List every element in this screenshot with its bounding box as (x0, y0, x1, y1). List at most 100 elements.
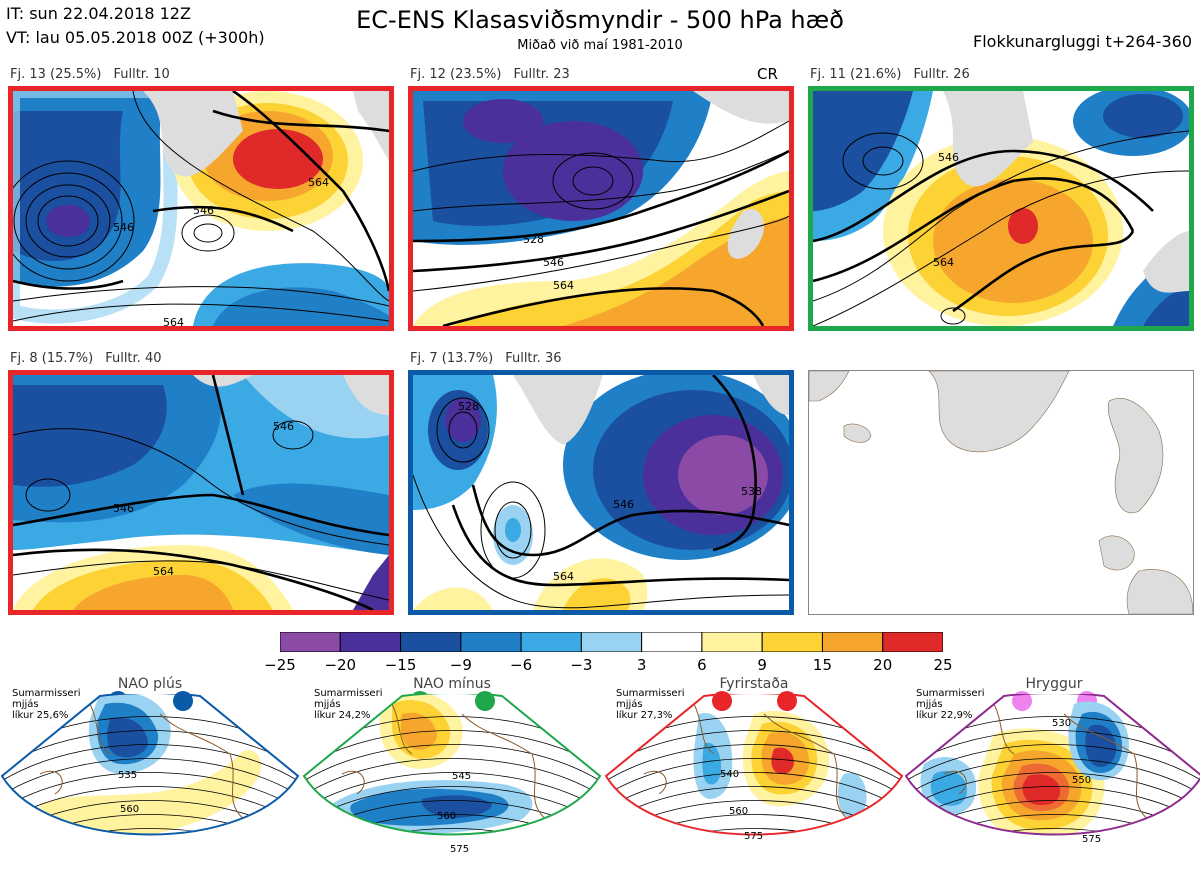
panel-4-fj: Fj. 8 (15.7%) (10, 351, 94, 366)
colorbar-segment (339, 632, 402, 652)
colorbar-tick-label: −15 (384, 656, 417, 674)
colorbar-segment (761, 632, 823, 652)
regime-marker-dot (173, 691, 193, 711)
regime-map: 530 550 575 (904, 694, 1200, 845)
regime-title: NAO plús (117, 676, 183, 692)
panel-5-fj: Fj. 7 (13.7%) (410, 351, 494, 366)
colorbar-tick-label: 20 (873, 656, 893, 674)
colorbar-tick-label: 25 (933, 656, 953, 674)
colorbar-tick-label: 6 (697, 656, 707, 674)
regime-contour-label: 540 (720, 769, 739, 780)
page-title: EC-ENS Klasasviðsmyndir - 500 hPa hæð (356, 6, 844, 34)
panel-1-map: 546 546 564 564 (13, 91, 389, 326)
panel-5-contour-564: 564 (553, 570, 574, 583)
panel-4-contour-564: 564 (153, 565, 174, 578)
regime-contour-label: 545 (452, 771, 471, 782)
regime-info-line: Sumarmisseri (916, 688, 985, 699)
regime-2: NAO mínus Sumarmisseri mjjás líkur 24,2% 545… (302, 676, 602, 871)
panel-1-contour-546b: 546 (193, 204, 214, 217)
colorbar-tick-label: 9 (757, 656, 767, 674)
regime-4: Hryggur Sumarmisseri mjjás líkur 22,9% 530 55… (904, 676, 1200, 871)
panel-2-fj: Fj. 12 (23.5%) (410, 67, 502, 82)
regime-marker-dot (1012, 691, 1032, 711)
regime-marker-dot (712, 691, 732, 711)
regime-info-line: líkur 25,6% (12, 710, 69, 721)
panel-3-fulltr: Fulltr. 26 (913, 67, 970, 82)
colorbar-tick-label: −9 (449, 656, 472, 674)
regime-contour-label: 535 (118, 770, 137, 781)
regime-marker-dot (475, 691, 495, 711)
colorbar-segment (580, 632, 643, 652)
regime-info-line: mjjás (916, 699, 943, 710)
panel-5-fulltr: Fulltr. 36 (505, 351, 562, 366)
colorbar-segment (520, 632, 582, 652)
colorbar-segment (460, 632, 522, 652)
initial-time: IT: sun 22.04.2018 12Z (6, 4, 191, 23)
cluster-panel-5: 528 546 564 538 (408, 370, 794, 615)
panel-3-contour-564: 564 (933, 256, 954, 269)
panel-3-label: Fj. 11 (21.6%) Fulltr. 26 (810, 67, 982, 82)
page-subtitle: Miðað við maí 1981-2010 (517, 38, 683, 53)
regime-map: 535 560 (0, 694, 300, 836)
regime-info: Sumarmisseri mjjás líkur 25,6% (12, 688, 80, 721)
regime-info-line: líkur 27,3% (616, 710, 673, 721)
classification-window: Flokkunargluggi t+264-360 (973, 32, 1192, 51)
empty-map (809, 371, 1193, 614)
cluster-panel-3: 546 564 (808, 86, 1194, 331)
panel-1-fulltr: Fulltr. 10 (113, 67, 170, 82)
panel-3-contour-546: 546 (938, 151, 959, 164)
panel-3-map: 546 564 (813, 91, 1189, 326)
colorbar-segment (400, 632, 462, 652)
panel-2-map: 528 546 564 (413, 91, 789, 326)
regime-contour-label: 550 (1072, 775, 1091, 786)
regime-info-line: Sumarmisseri (616, 688, 685, 699)
colorbar-tick-label: 3 (636, 656, 647, 674)
regime-3: Fyrirstaða Sumarmisseri mjjás líkur 27,3% 54… (604, 676, 904, 871)
cluster-panel-4: 546 546 564 (8, 370, 394, 615)
colorbar-tick-label: 15 (812, 656, 832, 674)
regime-info: Sumarmisseri mjjás líkur 22,9% (916, 688, 984, 721)
cluster-panel-2: 528 546 564 (408, 86, 794, 331)
regime-map: 545 560 575 (302, 694, 602, 855)
panel-1-fj: Fj. 13 (25.5%) (10, 67, 102, 82)
panel-4-map: 546 546 564 (13, 375, 389, 610)
regime-contour-label: 560 (437, 811, 456, 822)
regime-title: Fyrirstaða (719, 676, 789, 692)
regime-contour-label: 560 (729, 806, 748, 817)
regime-contour-label: 560 (120, 804, 139, 815)
valid-time: VT: lau 05.05.2018 00Z (+300h) (6, 28, 265, 47)
panel-2-cr-tag: CR (757, 65, 778, 83)
colorbar-tick-label: −20 (324, 656, 357, 674)
panel-2-label: Fj. 12 (23.5%) Fulltr. 23 (410, 67, 582, 82)
regime-1: NAO plús Sumarmisseri mjjás líkur 25,6% 535 5… (0, 676, 300, 871)
colorbar-tick-label: −3 (570, 656, 593, 674)
panel-4-fulltr: Fulltr. 40 (105, 351, 162, 366)
panel-2-contour-546: 546 (543, 256, 564, 269)
cluster-panel-1: 546 546 564 564 (8, 86, 394, 331)
panel-4-contour-546b: 546 (273, 420, 294, 433)
colorbar-segment (882, 632, 943, 652)
panel-4-label: Fj. 8 (15.7%) Fulltr. 40 (10, 351, 174, 366)
panel-5-contour-528: 528 (458, 400, 479, 413)
regime-info-line: mjjás (12, 699, 39, 710)
panel-2-contour-564: 564 (553, 279, 574, 292)
colorbar-tick-label: −25 (264, 656, 296, 674)
panel-5-label: Fj. 7 (13.7%) Fulltr. 36 (410, 351, 574, 366)
regime-info-line: Sumarmisseri (314, 688, 383, 699)
colorbar-segment (821, 632, 884, 652)
regime-title: NAO mínus (413, 676, 491, 692)
regime-info-line: mjjás (616, 699, 643, 710)
regime-contour-label: 575 (744, 831, 763, 842)
panel-1-contour-564a: 564 (308, 176, 329, 189)
empty-map-panel (808, 370, 1194, 615)
regime-title: Hryggur (1025, 676, 1083, 692)
colorbar-segment (641, 632, 703, 652)
panel-5-contour-538: 538 (741, 485, 762, 498)
panel-2-fulltr: Fulltr. 23 (513, 67, 570, 82)
regime-info-line: mjjás (314, 699, 341, 710)
colorbar-segment (701, 632, 763, 652)
panel-5-map: 528 546 564 538 (413, 375, 789, 610)
regime-info: Sumarmisseri mjjás líkur 24,2% (314, 688, 382, 721)
regime-info-line: líkur 22,9% (916, 710, 973, 721)
panel-5-contour-546: 546 (613, 498, 634, 511)
